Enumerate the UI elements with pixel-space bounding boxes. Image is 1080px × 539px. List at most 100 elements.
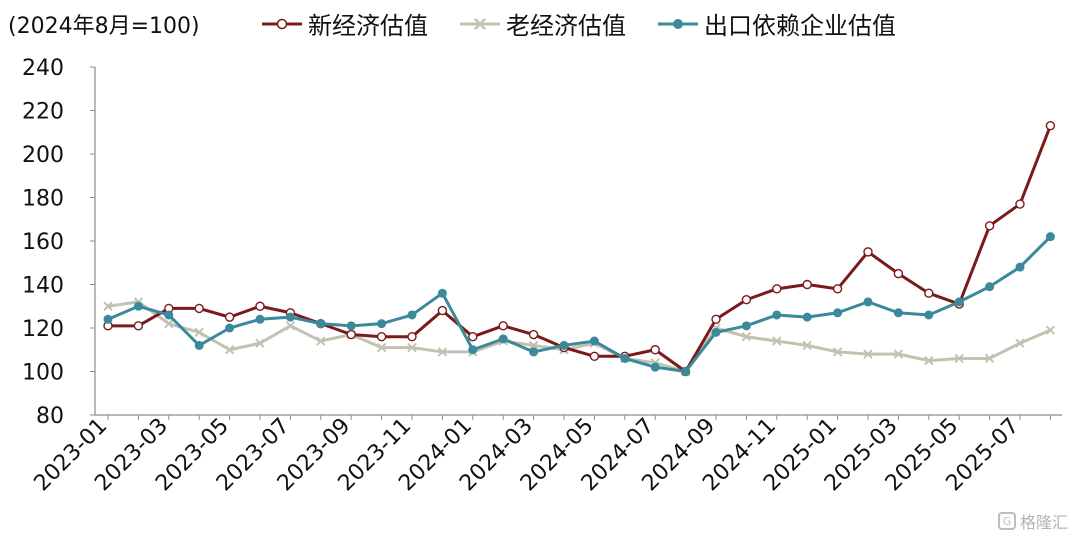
legend-swatch-new-economy [262,18,302,29]
data-point-export [255,314,265,324]
watermark: G 格隆汇 [997,509,1068,533]
data-point-old-economy [437,347,448,357]
data-point-new-economy [407,332,417,342]
data-point-export [711,327,721,337]
data-point-export [924,310,934,320]
data-point-new-economy [133,321,144,331]
data-point-new-economy [346,329,356,340]
data-point-new-economy [832,284,843,294]
axes [94,67,1062,416]
data-point-new-economy [437,305,448,316]
series-line-new-economy [108,125,1052,373]
data-point-new-economy [589,351,600,361]
legend-item-export: 出口依赖企业估值 [658,6,896,41]
y-tick-label: 160 [22,230,64,255]
y-tick-label: 140 [22,274,64,299]
data-point-old-economy [407,342,417,353]
data-point-export [893,308,903,318]
data-point-old-economy [984,353,995,364]
data-point-export [589,336,599,346]
legend-label-export: 出口依赖企业估值 [704,12,896,40]
data-point-new-economy [984,221,995,231]
data-point-old-economy [893,349,904,359]
data-point-export [529,347,539,357]
data-point-export [985,282,995,292]
gelonghui-logo-icon: G [997,512,1016,530]
data-point-export [954,297,964,307]
legend-item-old-economy: 老经济估值 [460,6,626,41]
legend-item-new-economy: 新经济估值 [262,6,428,41]
data-point-old-economy [1015,338,1025,348]
legend-swatch-export [658,18,698,29]
x-ticks: 2023-012023-032023-052023-072023-092023-… [30,414,1051,496]
data-point-old-economy [376,342,387,353]
data-point-new-economy [255,301,265,311]
data-point-old-economy [103,301,113,311]
data-point-export [194,340,204,350]
series-new-economy [103,121,1056,377]
data-point-old-economy [528,340,539,351]
data-point-new-economy [741,295,752,305]
data-point-old-economy [224,345,235,355]
y-tick-label: 80 [36,404,64,429]
data-point-export [620,353,630,363]
data-point-export [498,334,508,344]
data-point-export [650,362,660,372]
data-point-old-economy [285,321,296,331]
data-point-old-economy [255,338,265,348]
data-point-old-economy [164,318,174,329]
y-tick-label: 200 [22,143,64,168]
y-tick-label: 120 [22,317,64,342]
data-point-export [772,310,782,320]
data-point-old-economy [832,347,843,357]
legend-swatch-old-economy [460,17,500,30]
data-point-export [741,321,751,331]
y-tick-label: 100 [22,361,64,386]
data-point-new-economy [1045,121,1056,131]
data-point-new-economy [498,321,508,331]
data-point-new-economy [893,268,904,279]
data-point-export [164,310,174,320]
data-point-old-economy [316,336,326,346]
data-point-export [681,367,691,376]
legend: 新经济估值 老经济估值 出口依赖企业估值 [262,6,928,41]
data-point-export [225,323,235,333]
data-point-new-economy [528,329,539,340]
data-point-export [863,297,873,307]
data-point-export [559,340,569,350]
series-line-export [107,235,1052,373]
y-tick-label: 240 [22,56,64,81]
series-layer [103,121,1056,377]
legend-label-new-economy: 新经济估值 [308,12,428,40]
watermark-text: 格隆汇 [1019,513,1068,532]
data-point-export [316,319,326,329]
data-point-export [407,310,417,320]
data-point-new-economy [863,247,873,257]
data-point-export [285,312,295,322]
data-point-new-economy [194,303,204,314]
data-point-new-economy [468,332,478,342]
data-point-old-economy [863,349,873,359]
data-point-new-economy [711,314,721,324]
data-point-new-economy [224,312,235,322]
y-ticks: 80 100 120 140 160 180 200 220 240 [22,56,95,429]
series-export [103,232,1055,376]
data-point-new-economy [1015,199,1025,209]
data-point-export [133,301,143,311]
data-point-new-economy [802,279,812,290]
data-point-export [833,308,843,318]
unit-label: (2024年8月=100) [8,14,200,39]
data-point-old-economy [1045,325,1056,335]
data-point-export [1045,232,1055,242]
data-point-new-economy [650,345,660,355]
data-point-new-economy [924,288,934,298]
legend-label-old-economy: 老经济估值 [506,12,626,40]
data-point-new-economy [772,284,782,294]
data-point-export [377,319,387,329]
data-point-old-economy [772,336,782,346]
data-point-new-economy [376,332,387,342]
data-point-old-economy [924,355,934,366]
data-point-export [468,345,478,355]
data-point-export [802,312,812,322]
